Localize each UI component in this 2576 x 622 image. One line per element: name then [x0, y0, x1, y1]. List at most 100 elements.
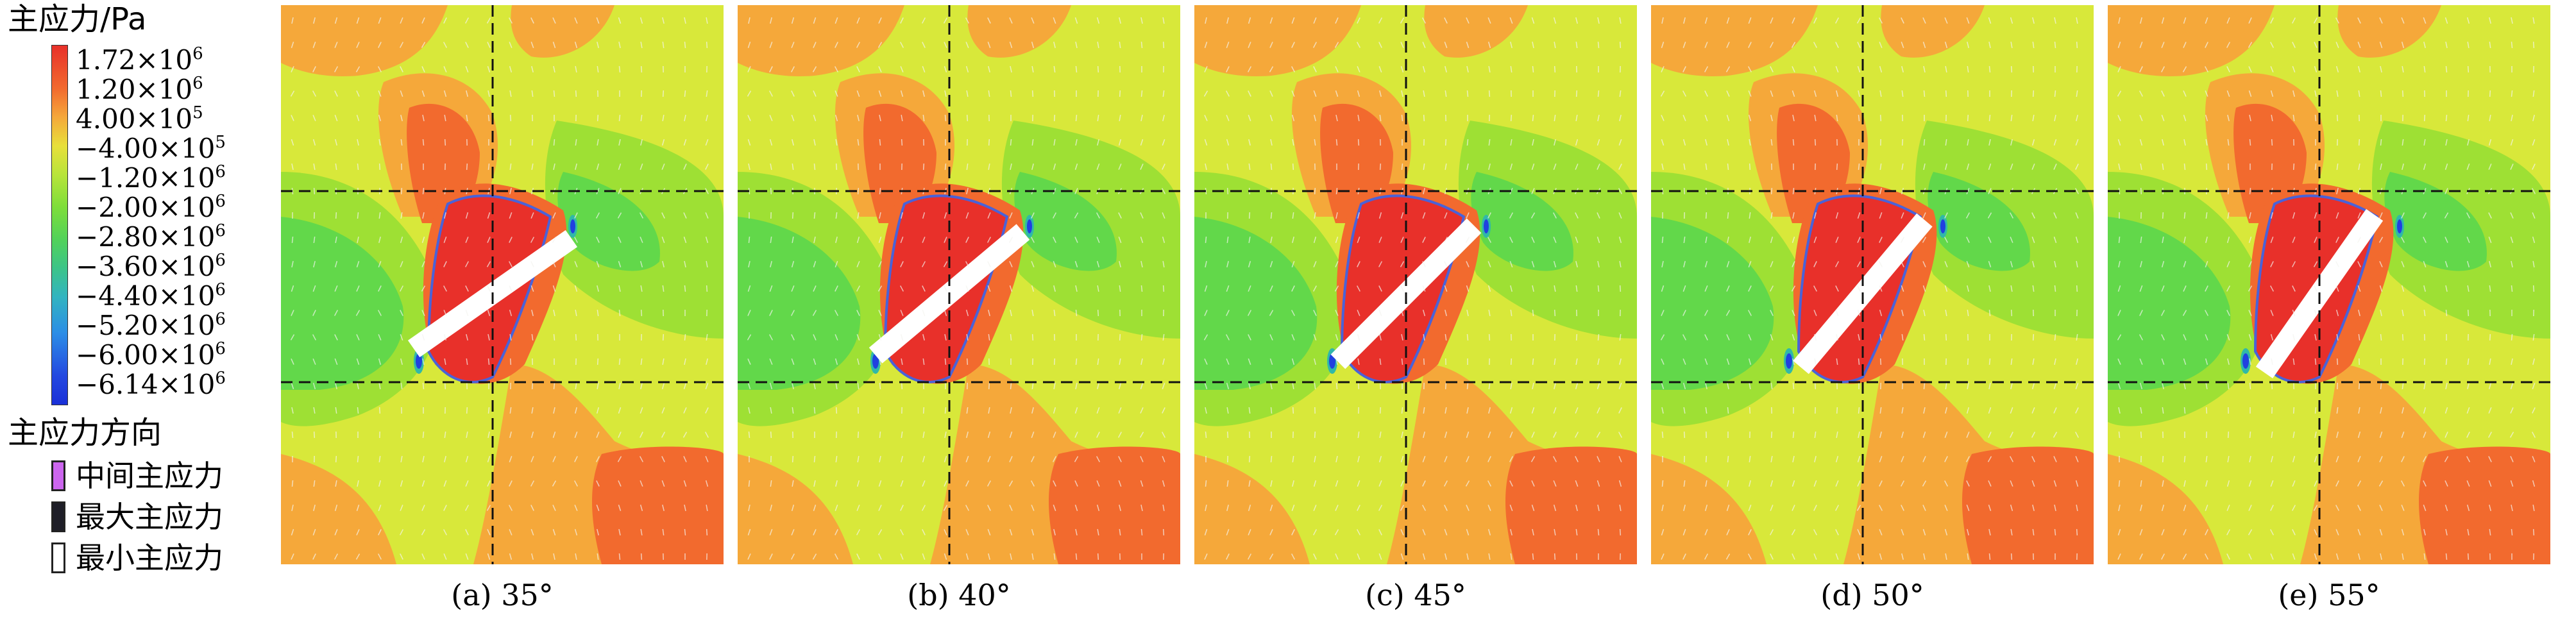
direction-tick [2358, 407, 2360, 414]
direction-tick [618, 65, 621, 73]
direction-tick [1554, 41, 1556, 49]
direction-tick [2379, 285, 2383, 292]
field-top-orange [511, 5, 614, 58]
direction-tick [2075, 164, 2079, 170]
direction-tick [791, 285, 795, 292]
direction-tick [2336, 114, 2339, 122]
direction-tick [1945, 90, 1947, 97]
direction-tick [1531, 164, 1535, 170]
direction-tick [1922, 480, 1927, 487]
direction-tick [2402, 65, 2404, 73]
direction-tick [1444, 42, 1448, 48]
direction-tick [290, 90, 295, 97]
direction-tick [617, 212, 622, 219]
direction-tick [2292, 42, 2296, 48]
direction-tick [2445, 139, 2448, 146]
direction-tick [1269, 285, 1273, 292]
direction-tick [943, 261, 948, 267]
direction-tick [1552, 456, 1557, 462]
direction-tick [443, 310, 447, 316]
direction-tick [1944, 505, 1948, 511]
direction-tick [335, 455, 337, 463]
direction-tick [1532, 528, 1534, 536]
direction-tick [2445, 261, 2448, 267]
direction-tick [661, 480, 665, 487]
direction-tick [1205, 17, 1207, 24]
direction-tick [509, 212, 513, 219]
direction-tick [1966, 480, 1970, 487]
direction-tick [2183, 115, 2187, 121]
direction-tick [1683, 407, 1686, 414]
direction-tick [835, 529, 838, 535]
direction-tick [1835, 237, 1839, 243]
direction-tick [812, 553, 817, 560]
direction-tick [1683, 431, 1686, 439]
direction-tick [2117, 383, 2121, 389]
direction-tick [1097, 528, 1099, 536]
direction-tick [813, 261, 817, 267]
direction-tick [2423, 237, 2427, 243]
colorbar-tick: 1.72×106 [76, 44, 203, 76]
direction-tick [575, 309, 577, 317]
direction-tick [1334, 285, 1339, 292]
direction-tick [1444, 431, 1448, 439]
direction-tick [1444, 456, 1448, 462]
direction-tick [922, 212, 926, 219]
direction-tick [1335, 505, 1339, 511]
direction-tick [791, 504, 795, 512]
direction-tick [618, 41, 621, 49]
direction-tick [2205, 334, 2208, 340]
direction-tick [943, 17, 948, 24]
direction-tick [2031, 237, 2035, 243]
direction-tick [1945, 65, 1947, 73]
direction-tick [1357, 431, 1360, 439]
direction-tick [1357, 333, 1360, 341]
stress-panel [281, 5, 724, 564]
direction-tick [2314, 553, 2318, 560]
direction-tick [1053, 139, 1056, 146]
direction-tick [2182, 553, 2187, 560]
direction-tick [2489, 90, 2491, 97]
direction-tick [1922, 432, 1926, 438]
direction-tick [1704, 17, 1708, 24]
direction-tick [1139, 432, 1144, 438]
direction-tick [1770, 212, 1773, 219]
direction-tick [2467, 553, 2470, 560]
direction-tick [857, 212, 860, 219]
direction-tick [1053, 261, 1056, 267]
direction-tick [2444, 212, 2449, 219]
direction-tick [1292, 163, 1294, 171]
direction-tick [1487, 237, 1492, 243]
direction-tick [921, 261, 926, 267]
direction-label-minimum: 最小主应力 [76, 541, 223, 575]
direction-tick [1487, 505, 1491, 511]
direction-tick [2423, 505, 2427, 511]
direction-tick [596, 237, 600, 243]
direction-tick [792, 480, 794, 487]
direction-tick [1858, 333, 1860, 341]
direction-tick [747, 90, 752, 97]
direction-tick [1770, 236, 1774, 244]
direction-tick [2117, 115, 2121, 121]
direction-tick [1118, 382, 1122, 390]
direction-tick [1031, 261, 1035, 267]
direction-tick [552, 17, 556, 24]
direction-tick [2118, 163, 2121, 171]
direction-tick [1248, 480, 1251, 487]
direction-tick [1901, 456, 1904, 462]
direction-tick [575, 407, 577, 414]
direction-tick [1510, 41, 1513, 49]
direction-tick [1836, 333, 1838, 341]
direction-tick [1944, 456, 1948, 462]
direction-tick [922, 237, 926, 243]
direction-tick [1901, 529, 1904, 535]
field-top-left-orange [1651, 5, 1818, 76]
direction-tick [1270, 382, 1273, 390]
direction-tick [640, 17, 643, 24]
direction-tick [2488, 164, 2492, 170]
direction-tick [421, 310, 425, 316]
direction-tick [2532, 260, 2535, 268]
direction-tick [1749, 212, 1751, 219]
direction-tick [1879, 529, 1883, 535]
direction-tick [2292, 455, 2296, 463]
